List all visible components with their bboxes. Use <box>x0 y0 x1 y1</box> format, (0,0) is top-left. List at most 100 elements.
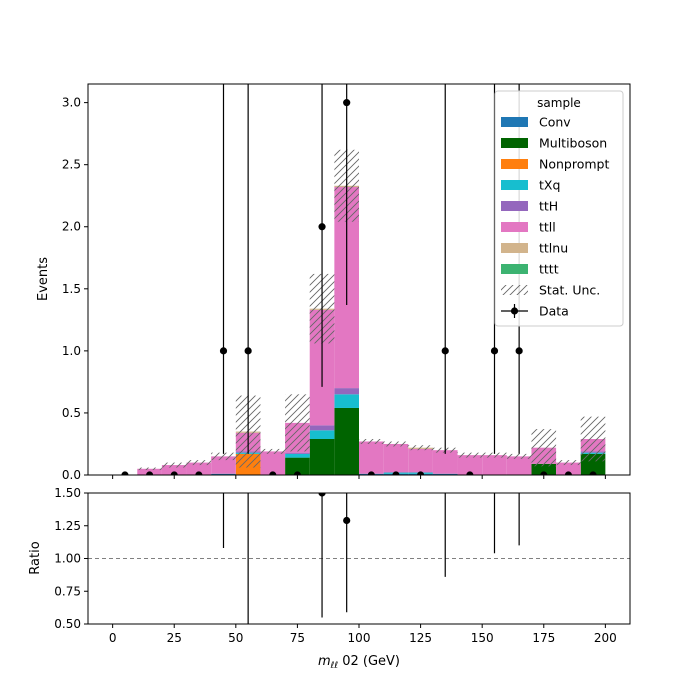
data-point-9 <box>343 99 351 107</box>
x-tick-label-0: 0 <box>109 631 117 645</box>
bar-txq-bin-7 <box>285 453 310 458</box>
main-y-tick-label-4: 2.0 <box>62 220 81 234</box>
legend-data-marker <box>510 307 519 315</box>
bar-ttll-bin-18 <box>556 462 581 475</box>
bar-ttll-bin-6 <box>260 451 286 475</box>
legend-label-txq: tXq <box>539 178 560 193</box>
legend-swatch-conv <box>501 117 528 127</box>
data-point-1 <box>145 471 154 475</box>
legend-label-data: Data <box>539 304 569 319</box>
bar-tth-bin-7 <box>285 452 310 454</box>
main-y-tick-label-1: 0.5 <box>62 406 81 420</box>
stat-unc-band-bin-6 <box>260 448 286 454</box>
stat-unc-band-bin-18 <box>556 460 581 466</box>
stat-unc-band-bin-3 <box>186 460 212 466</box>
x-axis-label-base: m <box>318 654 331 669</box>
data-point-19 <box>589 471 597 475</box>
ratio-point-4 <box>442 31 449 38</box>
legend-label-nonprompt: Nonprompt <box>539 157 609 172</box>
legend-swatch-stat-unc <box>501 285 528 295</box>
ratio-point-3 <box>343 516 351 525</box>
legend-label-tttt: tttt <box>539 262 559 277</box>
ratio-plot-panel: 0.50 0.75 1.00 1.25 1.50 0 25 50 75 100 125 150 175… <box>28 31 631 645</box>
data-point-2 <box>170 471 178 475</box>
legend-swatch-nonprompt <box>501 159 528 169</box>
data-point-14 <box>466 471 474 475</box>
bar-txq-bin-9 <box>334 394 359 408</box>
ratio-y-tick-label-0: 0.50 <box>54 617 81 631</box>
stat-unc-band-bin-16 <box>506 453 532 459</box>
ratio-y-tick-label-3: 1.25 <box>54 519 81 533</box>
legend-label-multiboson: Multiboson <box>539 136 607 151</box>
bar-ttll-bin-11 <box>383 443 409 473</box>
stat-unc-band-bin-14 <box>457 452 483 458</box>
x-axis-label: mℓℓ 02 (GeV) <box>318 654 400 671</box>
x-axis-label-subscript: ℓℓ <box>330 661 338 671</box>
ratio-y-axis-label: Ratio <box>28 541 43 574</box>
bar-txq-bin-8 <box>309 430 335 440</box>
data-point-6 <box>269 471 277 475</box>
bar-multiboson-bin-7 <box>285 457 310 475</box>
legend-swatch-multiboson <box>501 138 528 148</box>
legend-label-stat-unc: Stat. Unc. <box>539 283 600 298</box>
stat-unc-band-bin-10 <box>359 439 384 444</box>
stat-unc-band-bin-4 <box>211 452 236 461</box>
stat-unc-band-bin-11 <box>383 441 409 447</box>
bar-ttll-bin-16 <box>506 456 532 475</box>
x-tick-label-2: 50 <box>228 631 243 645</box>
bar-multiboson-bin-8 <box>309 439 335 475</box>
legend-label-tth: ttH <box>539 199 558 214</box>
bar-ttll-bin-15 <box>482 455 507 475</box>
data-point-10 <box>367 471 375 475</box>
legend-label-conv: Conv <box>539 115 571 130</box>
data-point-13 <box>441 347 449 355</box>
data-point-5 <box>244 347 252 355</box>
ratio-x-axis: 0 25 50 75 100 125 150 175 200 <box>109 624 617 645</box>
bar-ttll-bin-4 <box>211 456 236 474</box>
bar-ttll-bin-14 <box>457 455 483 475</box>
stat-unc-band-bin-7 <box>285 394 310 452</box>
data-point-3 <box>195 471 203 475</box>
stat-unc-band-bin-2 <box>161 462 187 468</box>
data-point-18 <box>564 471 573 475</box>
bar-ttll-bin-12 <box>408 448 433 473</box>
legend-swatch-ttll <box>501 222 528 232</box>
x-tick-label-7: 175 <box>532 631 555 645</box>
main-y-tick-label-6: 3.0 <box>62 96 81 110</box>
x-tick-label-3: 75 <box>290 631 305 645</box>
main-plot-panel: 0.0 0.5 1.0 1.5 2.0 2.5 3.0 Events sample Conv M… <box>36 83 631 482</box>
main-y-axis-label: Events <box>36 257 51 301</box>
stat-unc-band-bin-1 <box>137 467 162 471</box>
main-y-tick-label-5: 2.5 <box>62 158 81 172</box>
main-y-axis: 0.0 0.5 1.0 1.5 2.0 2.5 3.0 <box>62 96 88 482</box>
x-tick-label-1: 25 <box>167 631 182 645</box>
data-point-15 <box>490 347 499 355</box>
data-point-4 <box>219 347 228 355</box>
data-point-17 <box>540 471 548 475</box>
ratio-point-2 <box>318 493 326 497</box>
x-tick-label-8: 200 <box>594 631 617 645</box>
bar-tth-bin-8 <box>309 425 335 431</box>
stat-unc-band-bin-17 <box>531 429 557 467</box>
bar-tth-bin-9 <box>334 388 359 395</box>
data-point-11 <box>392 471 400 475</box>
bar-multiboson-bin-9 <box>334 407 359 475</box>
bar-ttll-bin-10 <box>359 441 384 474</box>
ratio-y-tick-label-2: 1.00 <box>54 552 81 566</box>
legend-title: sample <box>537 96 581 110</box>
ratio-plot-frame <box>87 492 631 625</box>
data-point-0 <box>121 471 129 475</box>
data-point-16 <box>515 347 523 355</box>
main-y-tick-label-0: 0.0 <box>62 468 81 482</box>
legend-label-ttlnu: ttlnu <box>539 241 568 256</box>
bar-conv-bin-13 <box>432 473 458 475</box>
bar-ttll-bin-2 <box>161 465 187 475</box>
bar-ttll-bin-3 <box>186 462 212 475</box>
bar-multiboson-bin-17 <box>531 463 557 475</box>
legend: sample Conv Multiboson Nonprompt tXq ttH ttll t… <box>494 90 624 327</box>
data-point-7 <box>293 471 302 475</box>
legend-swatch-txq <box>501 180 528 190</box>
ratio-y-tick-label-4: 1.50 <box>54 486 81 500</box>
ratio-y-axis: 0.50 0.75 1.00 1.25 1.50 <box>54 486 88 631</box>
